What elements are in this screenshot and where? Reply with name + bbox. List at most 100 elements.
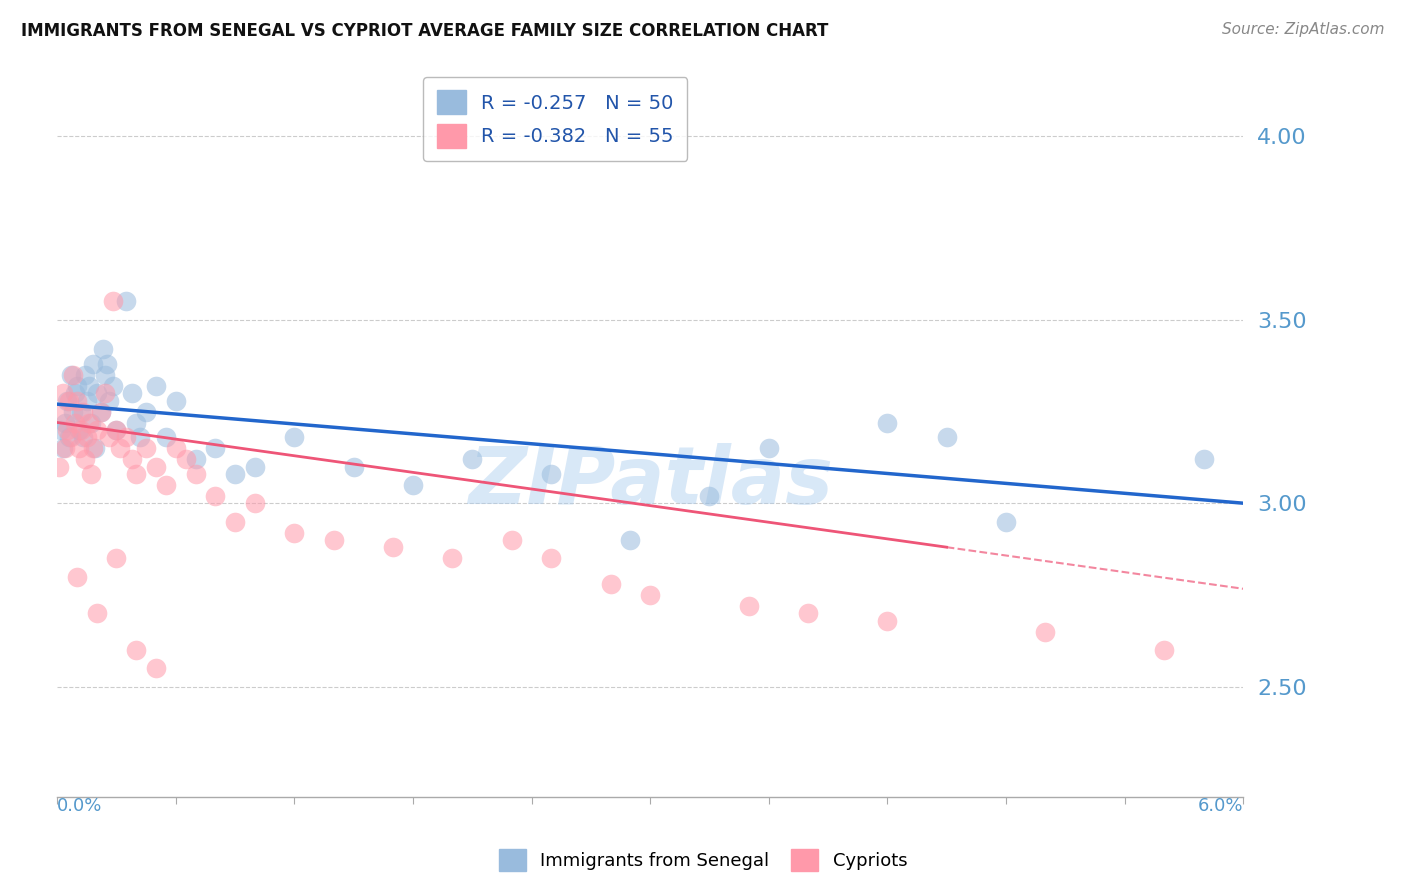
Point [62,368,84,382]
Point [797,606,820,620]
Point [322,533,344,547]
Point [283,525,305,540]
Point [49,423,72,437]
Point [283,430,305,444]
Point [82,357,104,371]
Point [121,386,143,401]
Point [70,404,93,418]
Point [343,459,366,474]
Text: ZIPatlas: ZIPatlas [468,443,832,521]
Point [441,551,464,566]
Point [125,467,148,481]
Point [101,294,124,309]
Point [67,441,90,455]
Point [63,386,86,401]
Point [56,423,79,437]
Point [60,430,83,444]
Point [738,599,761,613]
Text: Source: ZipAtlas.com: Source: ZipAtlas.com [1222,22,1385,37]
Point [145,661,167,675]
Text: IMMIGRANTS FROM SENEGAL VS CYPRIOT AVERAGE FAMILY SIZE CORRELATION CHART: IMMIGRANTS FROM SENEGAL VS CYPRIOT AVERA… [21,22,828,40]
Point [1035,624,1057,639]
Point [935,430,957,444]
Point [638,588,661,602]
Point [56,393,79,408]
Point [77,379,100,393]
Point [49,404,72,418]
Point [121,452,143,467]
Point [86,423,108,437]
Point [540,467,562,481]
Point [58,430,80,444]
Point [53,441,76,455]
Point [96,357,118,371]
Point [501,533,523,547]
Point [66,393,89,408]
Point [72,430,94,444]
Point [115,294,138,309]
Point [540,551,562,566]
Point [174,452,197,467]
Point [67,423,90,437]
Point [90,404,112,418]
Point [243,496,266,510]
Point [52,386,75,401]
Point [110,441,132,455]
Point [82,441,104,455]
Point [97,430,120,444]
Point [73,452,96,467]
Point [72,404,94,418]
Point [876,416,898,430]
Point [224,515,246,529]
Point [599,577,621,591]
Point [91,342,114,356]
Point [165,393,187,408]
Point [994,515,1017,529]
Point [382,540,405,554]
Point [204,441,226,455]
Point [48,459,70,474]
Point [83,441,105,455]
Point [1153,643,1175,657]
Point [66,379,89,393]
Point [461,452,484,467]
Point [184,467,207,481]
Point [70,423,93,437]
Point [76,430,98,444]
Point [165,441,187,455]
Point [115,430,138,444]
Point [60,368,83,382]
Point [224,467,246,481]
Point [73,368,96,382]
Point [876,614,898,628]
Text: 6.0%: 6.0% [1198,797,1243,814]
Point [135,404,157,418]
Point [125,416,148,430]
Point [1192,452,1215,467]
Point [52,441,75,455]
Point [86,606,108,620]
Point [204,489,226,503]
Point [86,386,108,401]
Point [53,416,76,430]
Point [619,533,641,547]
Point [105,423,128,437]
Point [155,430,177,444]
Point [402,478,425,492]
Point [155,478,177,492]
Point [145,459,167,474]
Point [62,404,84,418]
Point [101,379,124,393]
Point [66,569,89,583]
Point [77,416,100,430]
Point [243,459,266,474]
Legend: R = -0.257   N = 50, R = -0.382   N = 55: R = -0.257 N = 50, R = -0.382 N = 55 [423,77,688,161]
Point [58,393,80,408]
Point [135,441,157,455]
Point [699,489,721,503]
Point [76,393,98,408]
Point [105,551,128,566]
Point [80,416,103,430]
Point [758,441,780,455]
Point [93,368,115,382]
